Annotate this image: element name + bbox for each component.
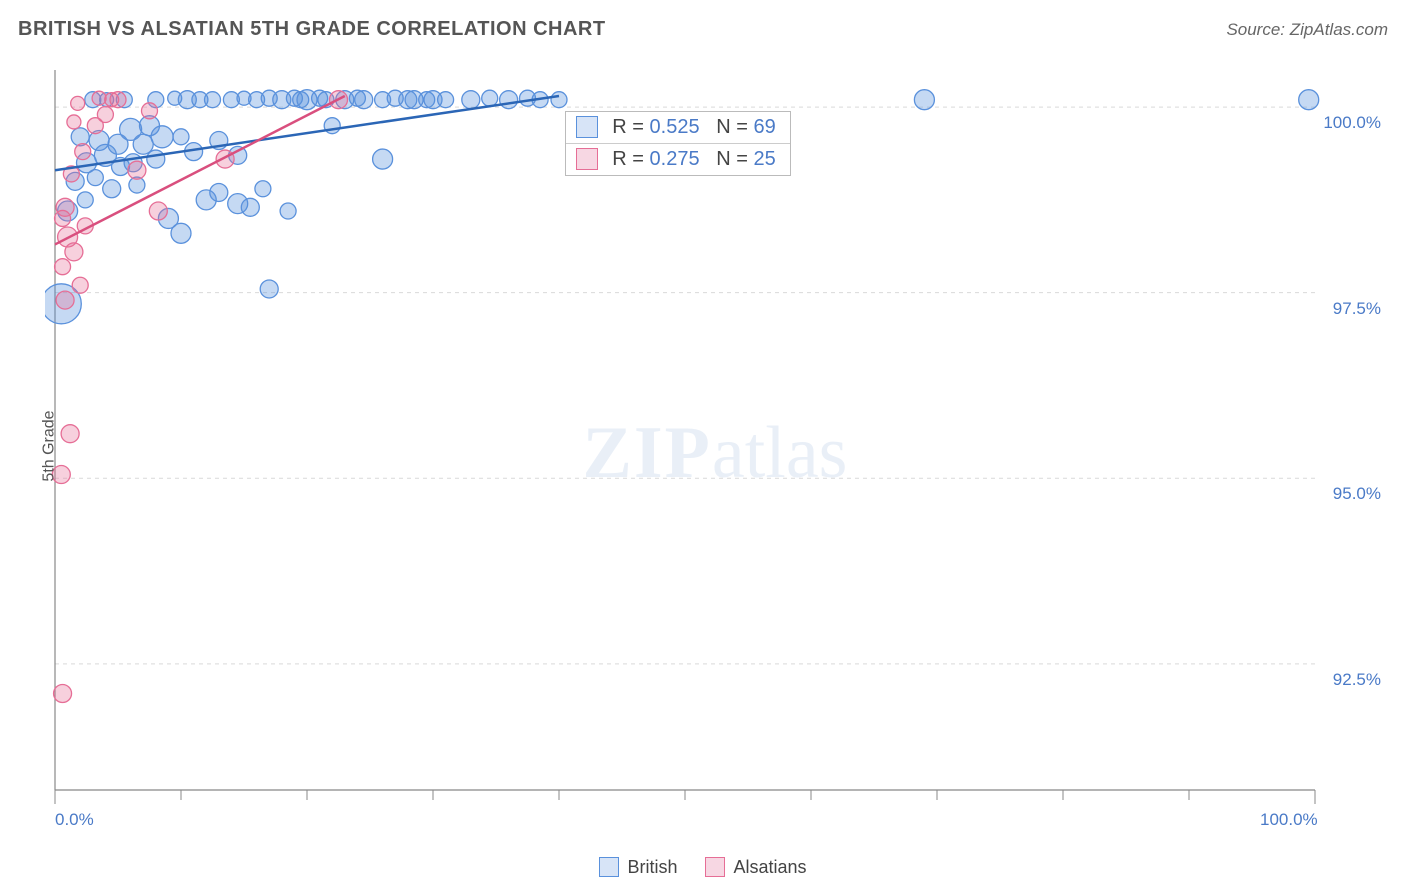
stat-legend: R = 0.525 N = 69R = 0.275 N = 25 xyxy=(565,111,790,176)
stat-r-value: 0.275 xyxy=(650,148,700,171)
source-label: Source: ZipAtlas.com xyxy=(1226,20,1388,40)
y-tick-label: 92.5% xyxy=(1333,670,1381,690)
stat-n-label: N = xyxy=(700,148,754,171)
legend-label: Alsatians xyxy=(733,857,806,878)
y-axis-label: 5th Grade xyxy=(41,410,59,481)
bottom-legend-item: Alsatians xyxy=(705,857,806,878)
chart-title: BRITISH VS ALSATIAN 5TH GRADE CORRELATIO… xyxy=(18,18,606,41)
legend-swatch xyxy=(576,116,598,138)
x-tick-label: 0.0% xyxy=(55,810,94,830)
legend-swatch xyxy=(576,148,598,170)
stat-r-value: 0.525 xyxy=(650,116,700,139)
header-row: BRITISH VS ALSATIAN 5TH GRADE CORRELATIO… xyxy=(18,18,1388,41)
stat-n-label: N = xyxy=(700,116,754,139)
legend-swatch xyxy=(705,857,725,877)
legend-label: British xyxy=(627,857,677,878)
y-tick-label: 97.5% xyxy=(1333,299,1381,319)
y-tick-label: 100.0% xyxy=(1323,113,1381,133)
stat-r-label: R = xyxy=(612,116,649,139)
bottom-legend: British Alsatians xyxy=(0,857,1406,883)
stat-r-label: R = xyxy=(612,148,649,171)
y-tick-label: 95.0% xyxy=(1333,484,1381,504)
bottom-legend-item: British xyxy=(599,857,677,878)
stat-n-value: 69 xyxy=(754,116,776,139)
x-tick-label: 100.0% xyxy=(1260,810,1318,830)
stat-legend-row: R = 0.275 N = 25 xyxy=(566,143,789,175)
legend-swatch xyxy=(599,857,619,877)
stat-legend-row: R = 0.525 N = 69 xyxy=(566,112,789,143)
stat-n-value: 25 xyxy=(754,148,776,171)
plot-area: ZIPatlas R = 0.525 N = 69R = 0.275 N = 2… xyxy=(45,60,1385,830)
